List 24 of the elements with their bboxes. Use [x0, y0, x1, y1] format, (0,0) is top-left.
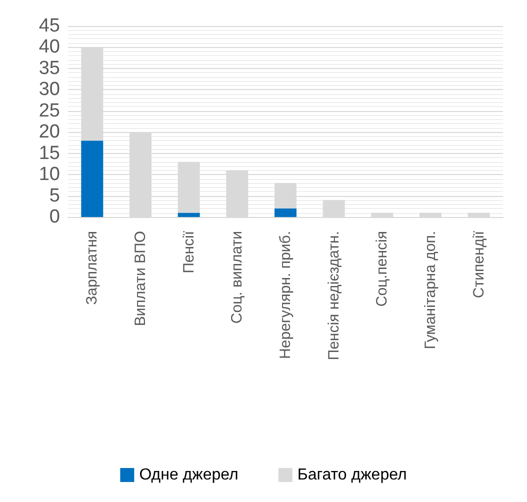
y-tick-label: 20 — [38, 122, 60, 143]
x-tick-label: Стипендії — [470, 230, 488, 298]
x-tick-label: Пенсії — [180, 230, 198, 274]
x-tick-label: Нерегулярн. приб. — [277, 231, 294, 359]
legend-label: Багато джерел — [297, 466, 407, 484]
x-tick-label: Зарплатня — [84, 231, 101, 305]
y-tick-label: 30 — [38, 79, 60, 100]
bar — [81, 140, 104, 217]
legend-label: Одне джерел — [139, 466, 238, 484]
y-tick-label: 10 — [38, 164, 60, 186]
x-tick-label: Виплати ВПО — [132, 231, 149, 326]
x-tick-label: Пенсія недієздатн. — [325, 231, 342, 360]
y-tick-label: 25 — [38, 100, 60, 122]
bar — [178, 212, 200, 217]
x-tick-label: Гуманітарна доп. — [422, 231, 439, 350]
x-tick-label: Соц. виплати — [228, 231, 246, 324]
y-tick-label: 0 — [49, 206, 60, 228]
y-tick-label: 45 — [38, 16, 60, 36]
y-tick-label: 35 — [38, 58, 60, 79]
bar — [274, 208, 296, 217]
y-tick-label: 5 — [49, 185, 60, 206]
x-tick-label: Соц.пенсія — [374, 231, 391, 307]
y-tick-label: 40 — [38, 36, 60, 58]
y-tick-label: 15 — [38, 142, 60, 164]
